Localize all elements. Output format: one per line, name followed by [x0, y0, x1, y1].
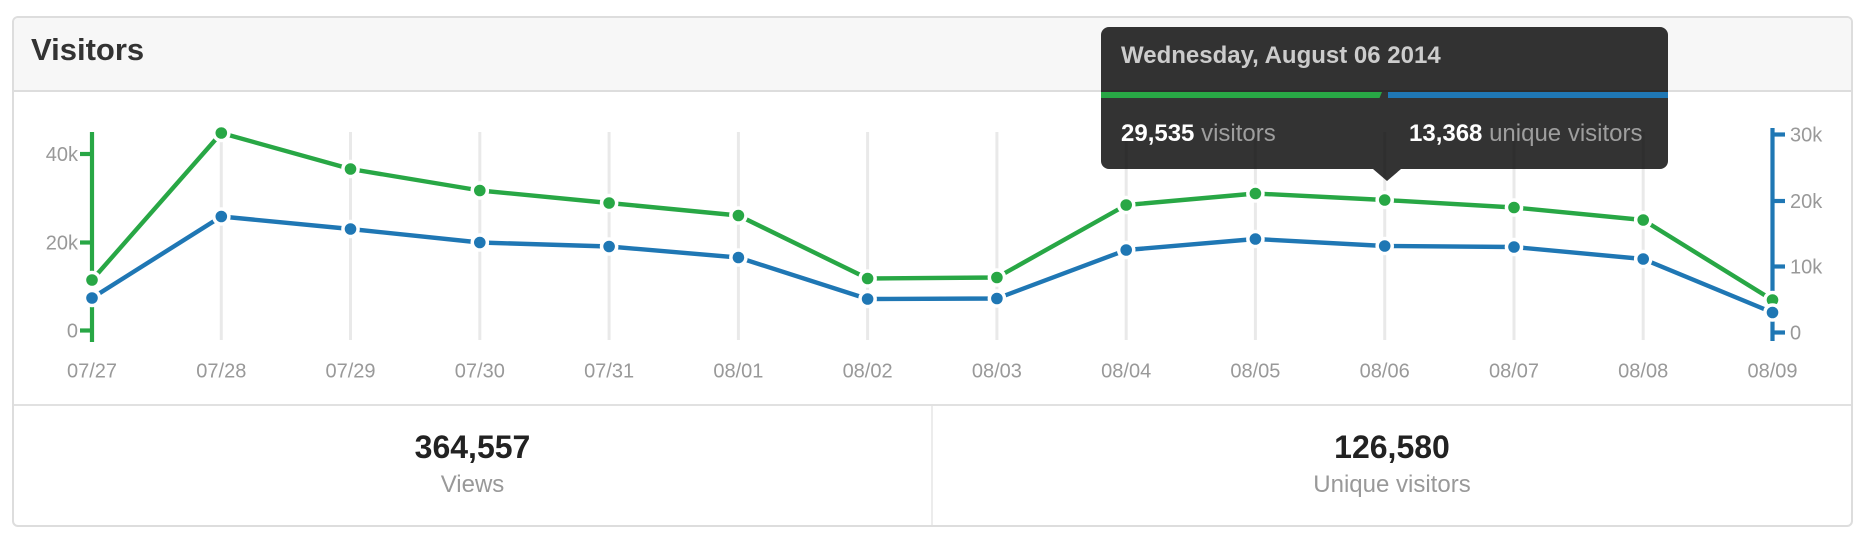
svg-text:08/02: 08/02 [843, 361, 893, 383]
svg-text:08/08: 08/08 [1618, 361, 1668, 383]
svg-text:08/01: 08/01 [713, 361, 763, 383]
svg-text:10k: 10k [1790, 257, 1823, 279]
svg-text:07/28: 07/28 [196, 361, 246, 383]
svg-text:07/30: 07/30 [455, 361, 505, 383]
svg-text:08/04: 08/04 [1101, 361, 1151, 383]
svg-text:08/07: 08/07 [1489, 361, 1539, 383]
svg-text:07/27: 07/27 [67, 361, 117, 383]
svg-text:08/05: 08/05 [1230, 361, 1280, 383]
svg-text:07/29: 07/29 [325, 361, 375, 383]
svg-text:08/03: 08/03 [972, 361, 1022, 383]
svg-text:40k: 40k [46, 144, 79, 166]
svg-text:0: 0 [1790, 323, 1801, 345]
svg-text:0: 0 [67, 321, 78, 343]
svg-text:30k: 30k [1790, 125, 1823, 147]
svg-text:08/09: 08/09 [1747, 361, 1797, 383]
svg-text:20k: 20k [1790, 191, 1823, 213]
svg-text:08/06: 08/06 [1360, 361, 1410, 383]
svg-text:20k: 20k [46, 233, 79, 255]
svg-text:07/31: 07/31 [584, 361, 634, 383]
